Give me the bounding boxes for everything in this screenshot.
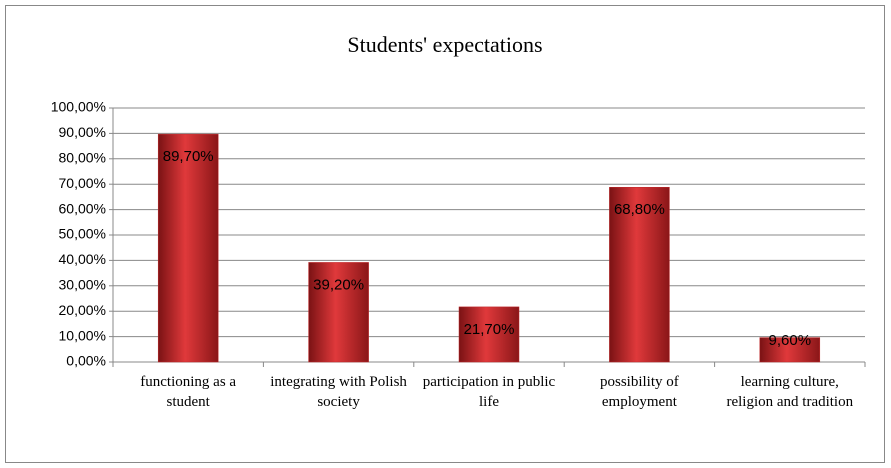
y-tick-label: 30,00% bbox=[59, 277, 106, 293]
y-tick-label: 50,00% bbox=[59, 226, 106, 242]
y-tick-label: 0,00% bbox=[66, 353, 106, 369]
x-tick-label: learning culture, religion and tradition bbox=[726, 374, 854, 410]
x-tick-label-box: possibility of employment bbox=[600, 374, 679, 410]
y-tick-label: 20,00% bbox=[59, 302, 106, 318]
x-tick-label: functioning as a student bbox=[140, 374, 237, 410]
chart-border bbox=[5, 5, 885, 463]
y-tick-label: 80,00% bbox=[59, 150, 106, 166]
x-tick-label-box: integrating with Polish society bbox=[270, 374, 407, 410]
data-label: 9,60% bbox=[769, 332, 812, 349]
data-label: 89,70% bbox=[163, 148, 214, 165]
bar bbox=[308, 262, 369, 363]
y-tick-label: 60,00% bbox=[59, 200, 106, 216]
y-tick-label: 10,00% bbox=[59, 327, 106, 343]
x-tick-label: possibility of employment bbox=[600, 374, 679, 410]
bar bbox=[157, 133, 219, 363]
data-label: 68,80% bbox=[614, 201, 665, 218]
data-label: 39,20% bbox=[313, 276, 364, 293]
x-tick-label: participation in public life bbox=[422, 374, 556, 410]
bar bbox=[759, 337, 821, 363]
x-tick-label-box: learning culture, religion and tradition bbox=[726, 374, 854, 410]
x-tick-label-box: participation in public life bbox=[422, 374, 556, 410]
x-tick-label-box: functioning as a student bbox=[140, 374, 237, 410]
data-label: 21,70% bbox=[464, 321, 515, 338]
y-tick-label: 70,00% bbox=[59, 175, 106, 191]
bar bbox=[458, 306, 520, 363]
chart-title: Students' expectations bbox=[347, 32, 542, 57]
bar bbox=[609, 186, 670, 363]
y-tick-label: 100,00% bbox=[51, 99, 106, 115]
x-tick-label: integrating with Polish society bbox=[270, 374, 407, 410]
y-tick-label: 40,00% bbox=[59, 251, 106, 267]
y-tick-label: 90,00% bbox=[59, 124, 106, 140]
